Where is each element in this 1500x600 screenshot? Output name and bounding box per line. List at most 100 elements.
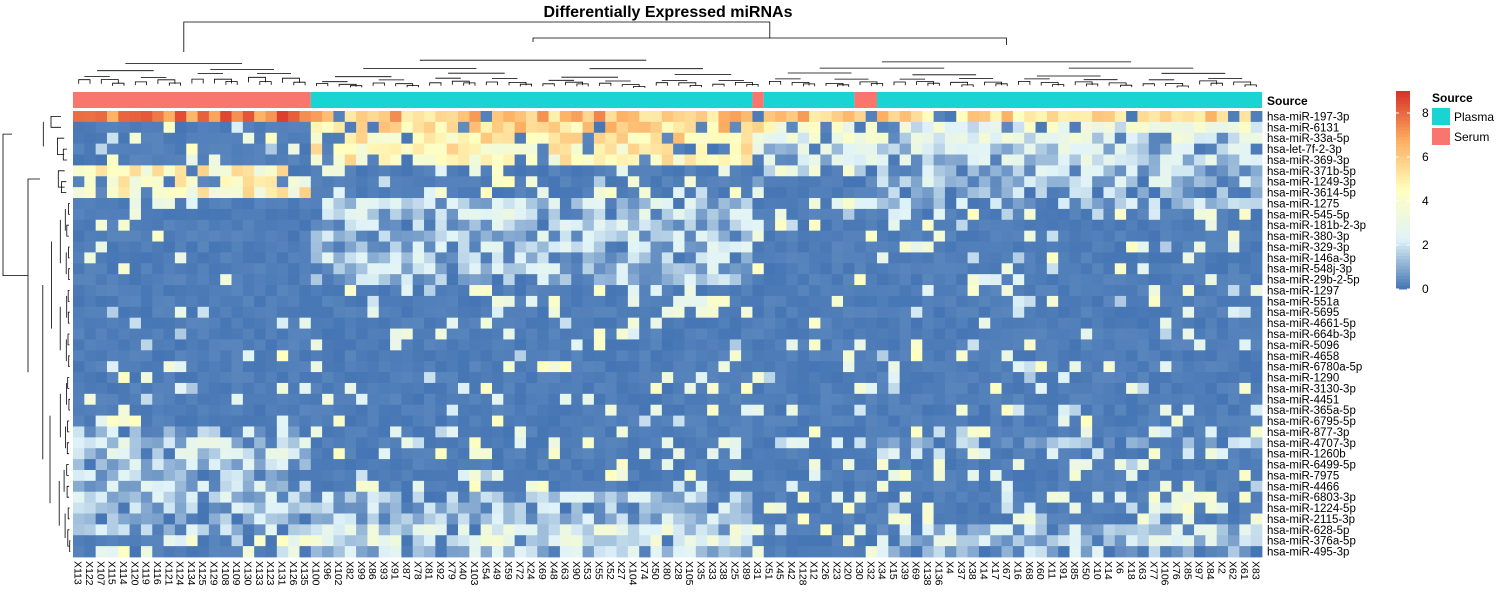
heatmap-cell <box>1205 546 1218 558</box>
heatmap-cell <box>956 295 968 308</box>
heatmap-cell <box>1114 426 1127 438</box>
heatmap-cell <box>503 241 516 253</box>
heatmap-cell <box>990 469 1002 482</box>
row-label: hsa-miR-29b-2-5p <box>1267 275 1360 287</box>
heatmap-cell <box>741 285 753 297</box>
heatmap-cell <box>650 480 663 493</box>
heatmap-cell <box>548 339 561 351</box>
heatmap-cell <box>956 241 968 253</box>
heatmap-cell <box>1103 187 1116 199</box>
heatmap-cell <box>1012 350 1025 362</box>
heatmap-cell <box>356 491 368 504</box>
row-label: hsa-miR-1297 <box>1267 286 1339 298</box>
heatmap-cell <box>559 241 572 253</box>
heatmap-cell <box>548 469 561 482</box>
heatmap-cell <box>208 143 221 155</box>
heatmap-cell <box>220 535 232 547</box>
heatmap-cell <box>186 241 198 253</box>
heatmap-cell <box>412 198 425 210</box>
heatmap-cell <box>118 546 131 558</box>
heatmap-cell <box>1035 263 1048 275</box>
heatmap-cell <box>627 132 640 145</box>
heatmap-cell <box>639 339 651 351</box>
heatmap-cell <box>503 339 516 351</box>
heatmap-cell <box>265 219 278 232</box>
heatmap-cell <box>1160 132 1172 145</box>
heatmap-cell <box>333 513 346 525</box>
heatmap-cell <box>831 524 844 536</box>
heatmap-cell <box>616 263 629 275</box>
row-label: hsa-miR-548j-3p <box>1267 264 1352 276</box>
heatmap-cell <box>152 252 164 264</box>
heatmap-cell <box>741 132 753 145</box>
heatmap-cell <box>1205 502 1218 514</box>
heatmap-cell <box>718 448 731 460</box>
column-label: X59 <box>502 561 514 580</box>
heatmap-cell <box>525 230 538 242</box>
heatmap-cell <box>673 219 685 232</box>
heatmap-cell <box>729 121 742 134</box>
heatmap-cell <box>639 143 651 155</box>
heatmap-cell <box>299 306 312 319</box>
heatmap-cell <box>1205 154 1218 166</box>
heatmap-cell <box>73 252 85 264</box>
heatmap-cell <box>310 393 323 406</box>
heatmap-cell <box>582 393 595 406</box>
color-scale-segment <box>1396 153 1410 158</box>
heatmap-cell <box>106 448 119 460</box>
heatmap-cell <box>1080 535 1093 547</box>
heatmap-cell <box>922 230 935 242</box>
heatmap-cell <box>254 350 266 362</box>
heatmap-cell <box>1160 546 1172 558</box>
column-dendrogram-branch <box>1199 80 1218 85</box>
heatmap-cell <box>1114 219 1127 232</box>
heatmap-cell <box>639 372 651 384</box>
heatmap-cell <box>1035 252 1048 264</box>
heatmap-cell <box>1092 187 1104 199</box>
heatmap-cell <box>310 241 323 253</box>
heatmap-cell <box>616 154 629 166</box>
heatmap-cell <box>1092 176 1104 188</box>
heatmap-cell <box>458 295 470 308</box>
heatmap-cell <box>684 317 697 329</box>
row-dendrogram-branch <box>69 540 71 552</box>
heatmap-cell <box>401 546 414 558</box>
heatmap-cell <box>944 361 957 373</box>
heatmap-cell <box>435 317 448 329</box>
heatmap-cell <box>933 404 946 416</box>
heatmap-cell <box>491 448 504 460</box>
heatmap-cell <box>197 132 210 145</box>
heatmap-cell <box>208 241 221 253</box>
heatmap-cell <box>525 176 538 188</box>
heatmap-cell <box>390 546 402 558</box>
heatmap-cell <box>503 459 516 471</box>
heatmap-cell <box>174 524 187 536</box>
heatmap-cell <box>1024 382 1036 395</box>
heatmap-cell <box>967 111 980 123</box>
heatmap-cell <box>661 491 674 504</box>
heatmap-cell <box>525 437 538 449</box>
heatmap-cell <box>208 219 221 232</box>
heatmap-cell <box>627 263 640 275</box>
column-label: X122 <box>83 561 95 586</box>
heatmap-cell <box>910 111 923 123</box>
column-label: X102 <box>332 561 344 586</box>
heatmap-cell <box>1137 372 1150 384</box>
heatmap-cell <box>480 426 493 438</box>
column-dendrogram-branch <box>1074 81 1093 86</box>
heatmap-cell <box>310 219 323 232</box>
heatmap-cell <box>1092 328 1104 340</box>
heatmap-cell <box>820 535 833 547</box>
heatmap-cell <box>548 382 561 395</box>
heatmap-cell <box>220 350 232 362</box>
heatmap-cell <box>265 350 278 362</box>
heatmap-cell <box>865 121 878 134</box>
heatmap-cell <box>922 241 935 253</box>
heatmap-cell <box>186 448 198 460</box>
heatmap-cell <box>1148 415 1161 427</box>
heatmap-cell <box>582 350 595 362</box>
heatmap-cell <box>831 393 844 406</box>
heatmap-cell <box>1069 491 1082 504</box>
heatmap-cell <box>1160 415 1172 427</box>
heatmap-cell <box>616 121 629 134</box>
